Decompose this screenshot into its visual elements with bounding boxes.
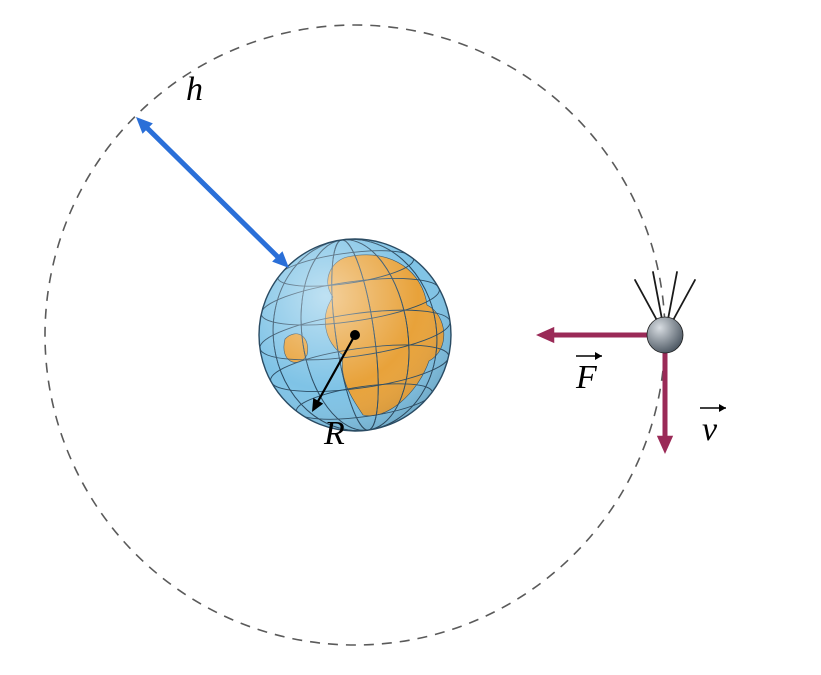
altitude-label: h: [186, 71, 203, 108]
radius-label: R: [323, 415, 345, 452]
velocity-label: v: [702, 411, 718, 448]
satellite-icon: [635, 272, 695, 353]
force-label: F: [575, 359, 598, 396]
force-vector: F: [536, 327, 665, 396]
altitude-arrow: h: [136, 71, 289, 268]
satellite-orbit-diagram: Rh Fv: [0, 0, 821, 675]
